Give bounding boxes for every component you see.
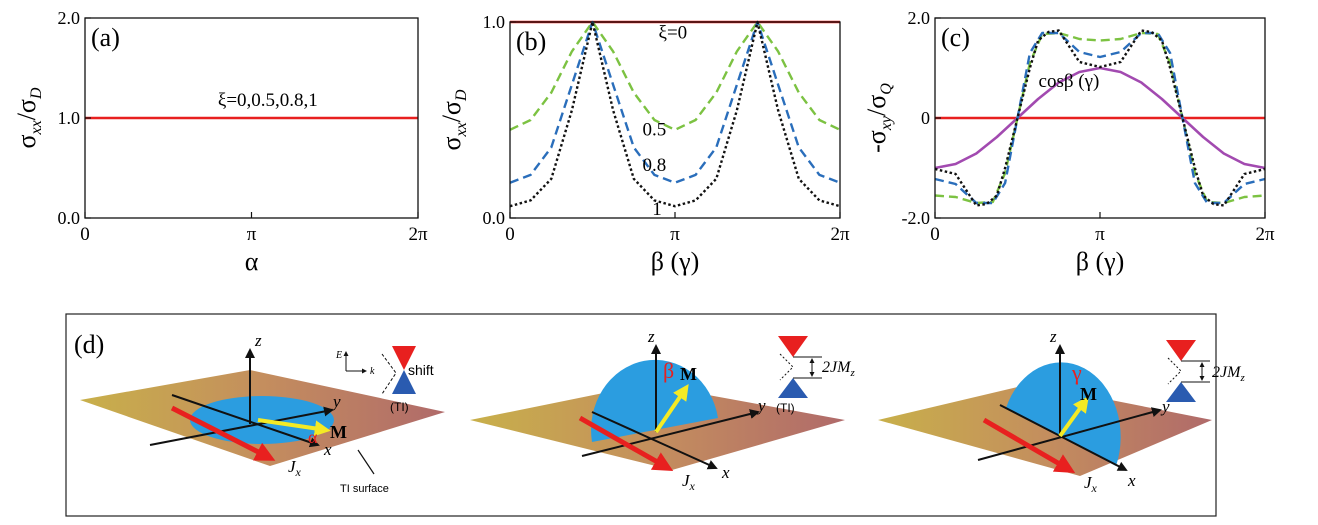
m-arrow-3 (1058, 396, 1089, 438)
axis-y-line-2 (581, 409, 760, 457)
cone-bottom-2 (778, 378, 808, 398)
y-tick-label-3-2: 2.0 (908, 8, 931, 28)
current-label-2: Jx (682, 471, 696, 493)
panel-c-chart: 0 π 2π-2.002.0β (γ)-σxy/σQ(c)cosβ (γ) (862, 8, 1275, 276)
y-tick-label-1-0: 0.0 (58, 208, 81, 228)
panel-d-frame (65, 313, 1217, 517)
scene-xz-plane: z y x β M Jx 2JMz (TI) (470, 327, 855, 493)
x-tick-label-2-0: 0 (505, 224, 515, 245)
y-axis-label-3: -σxy/σQ (862, 83, 895, 153)
x-tick-label-3-0: 0 (930, 224, 940, 245)
m-label-3: M (1080, 384, 1097, 404)
beta-label: β (663, 358, 674, 383)
axis-x-line-3 (999, 404, 1128, 471)
surface-pointer (357, 449, 375, 475)
momentum-label: k (370, 366, 375, 377)
x-axis-label-2: β (γ) (651, 247, 700, 276)
y-tick-label-3-0: -2.0 (902, 208, 931, 228)
series-line-2-1 (509, 20, 841, 132)
cone-top-2 (778, 336, 808, 357)
panel-b-chart: 0 π 2π 0.0 1.0 β (γ) σxx/σD (b) ξ=0 0.5 0.8 1 (437, 12, 850, 276)
axis-y-label-2: y (756, 396, 766, 415)
annotation-3-0: cosβ (γ) (1039, 71, 1100, 92)
axis-x-label-2: x (721, 463, 730, 482)
x-tick-label-3-1: π (1095, 224, 1105, 245)
panel-label-1: (a) (91, 23, 120, 52)
y-tick-label-3-1: 0 (921, 108, 930, 128)
cone-bottom-3 (1166, 382, 1196, 402)
y-axis-label-1: σxx/σD (12, 87, 45, 148)
axis-x-line-2 (591, 411, 718, 470)
axis-y-line-1 (149, 406, 334, 446)
x-tick-label-1-2: 2π (408, 224, 428, 245)
energy-label: E (335, 350, 342, 361)
surface-label: TI surface (340, 483, 389, 495)
axis-y-label-1: y (331, 392, 341, 411)
x-tick-label-2-2: 2π (830, 224, 850, 245)
series-line-3-4 (934, 29, 1266, 207)
x-axis-label-1: α (245, 247, 259, 276)
alpha-label: α (308, 427, 318, 447)
ti-surface-3 (878, 384, 1212, 476)
m-arrow-1 (257, 418, 331, 437)
axis-x-label-3: x (1127, 471, 1136, 490)
x-axis-label-3: β (γ) (1076, 247, 1125, 276)
annotation-2-3: 1 (652, 199, 662, 220)
current-label-1: Jx (288, 457, 302, 479)
cone-bottom-1 (392, 370, 416, 394)
axis-z-label-2: z (647, 327, 655, 346)
dashed-cone-2 (779, 353, 794, 381)
panel-d-label: (d) (74, 330, 104, 359)
axis-z-label-1: z (254, 331, 262, 350)
y-axis-label-2: σxx/σD (437, 89, 470, 150)
shift-label: shift (408, 362, 434, 378)
magnetization-halfdisc-2 (591, 359, 718, 442)
series-line-2-3 (509, 20, 841, 208)
y-tick-label-2-1: 1.0 (483, 12, 506, 32)
panel-a-chart: 0 π 2π 0.0 1.0 2.0 α σxx/σD (a) ξ=0,0.5,0.8,1 (12, 8, 428, 276)
series-line-2-2 (509, 20, 841, 184)
y-tick-label-1-1: 1.0 (58, 108, 81, 128)
magnetization-halfdisc-3 (1006, 362, 1121, 466)
cone-top-3 (1166, 340, 1196, 361)
panel-label-3: (c) (941, 23, 970, 52)
panel-label-2: (b) (516, 27, 546, 56)
axis-z-label-3: z (1049, 327, 1057, 346)
gap-label-2: 2JMz (822, 359, 855, 379)
m-arrow-2 (654, 384, 689, 434)
axis-y-label-3: y (1160, 397, 1170, 416)
annotation-1-0: ξ=0,0.5,0.8,1 (218, 90, 318, 111)
gamma-label: γ (1071, 360, 1082, 385)
m-label-1: M (330, 422, 347, 442)
current-label-3: Jx (1084, 473, 1098, 495)
annotation-2-2: 0.8 (643, 155, 667, 176)
current-arrow-3 (982, 417, 1076, 474)
current-arrow-2 (578, 415, 674, 471)
axis-x-label-1: x (323, 440, 332, 459)
y-tick-label-1-2: 2.0 (58, 8, 81, 28)
annotation-2-0: ξ=0 (658, 23, 687, 44)
y-tick-label-2-0: 0.0 (483, 208, 506, 228)
scene-yz-plane: z y x γ M Jx 2JMz (878, 327, 1245, 495)
axis-y-line-3 (977, 407, 1162, 461)
dashed-cone-1 (381, 353, 397, 395)
annotation-2-1: 0.5 (643, 120, 667, 141)
dashed-cone-3 (1167, 357, 1182, 385)
m-label-2: M (680, 364, 697, 384)
cone-top-1 (392, 346, 416, 370)
current-arrow-1 (170, 405, 276, 461)
gap-label-3: 2JMz (1212, 364, 1245, 384)
ti-label-1: (TI) (390, 400, 409, 414)
x-tick-label-1-1: π (247, 224, 257, 245)
ti-label-2: (TI) (776, 401, 795, 415)
panel-d-schematic: (d) z y x M α Jx TI surface E k (65, 313, 1245, 517)
x-tick-label-1-0: 0 (80, 224, 90, 245)
x-tick-label-3-2: 2π (1255, 224, 1275, 245)
x-tick-label-2-1: π (670, 224, 680, 245)
axis-x-line-1 (171, 394, 320, 448)
scene-in-plane: z y x M α Jx TI surface E k shift (TI) (80, 331, 445, 495)
